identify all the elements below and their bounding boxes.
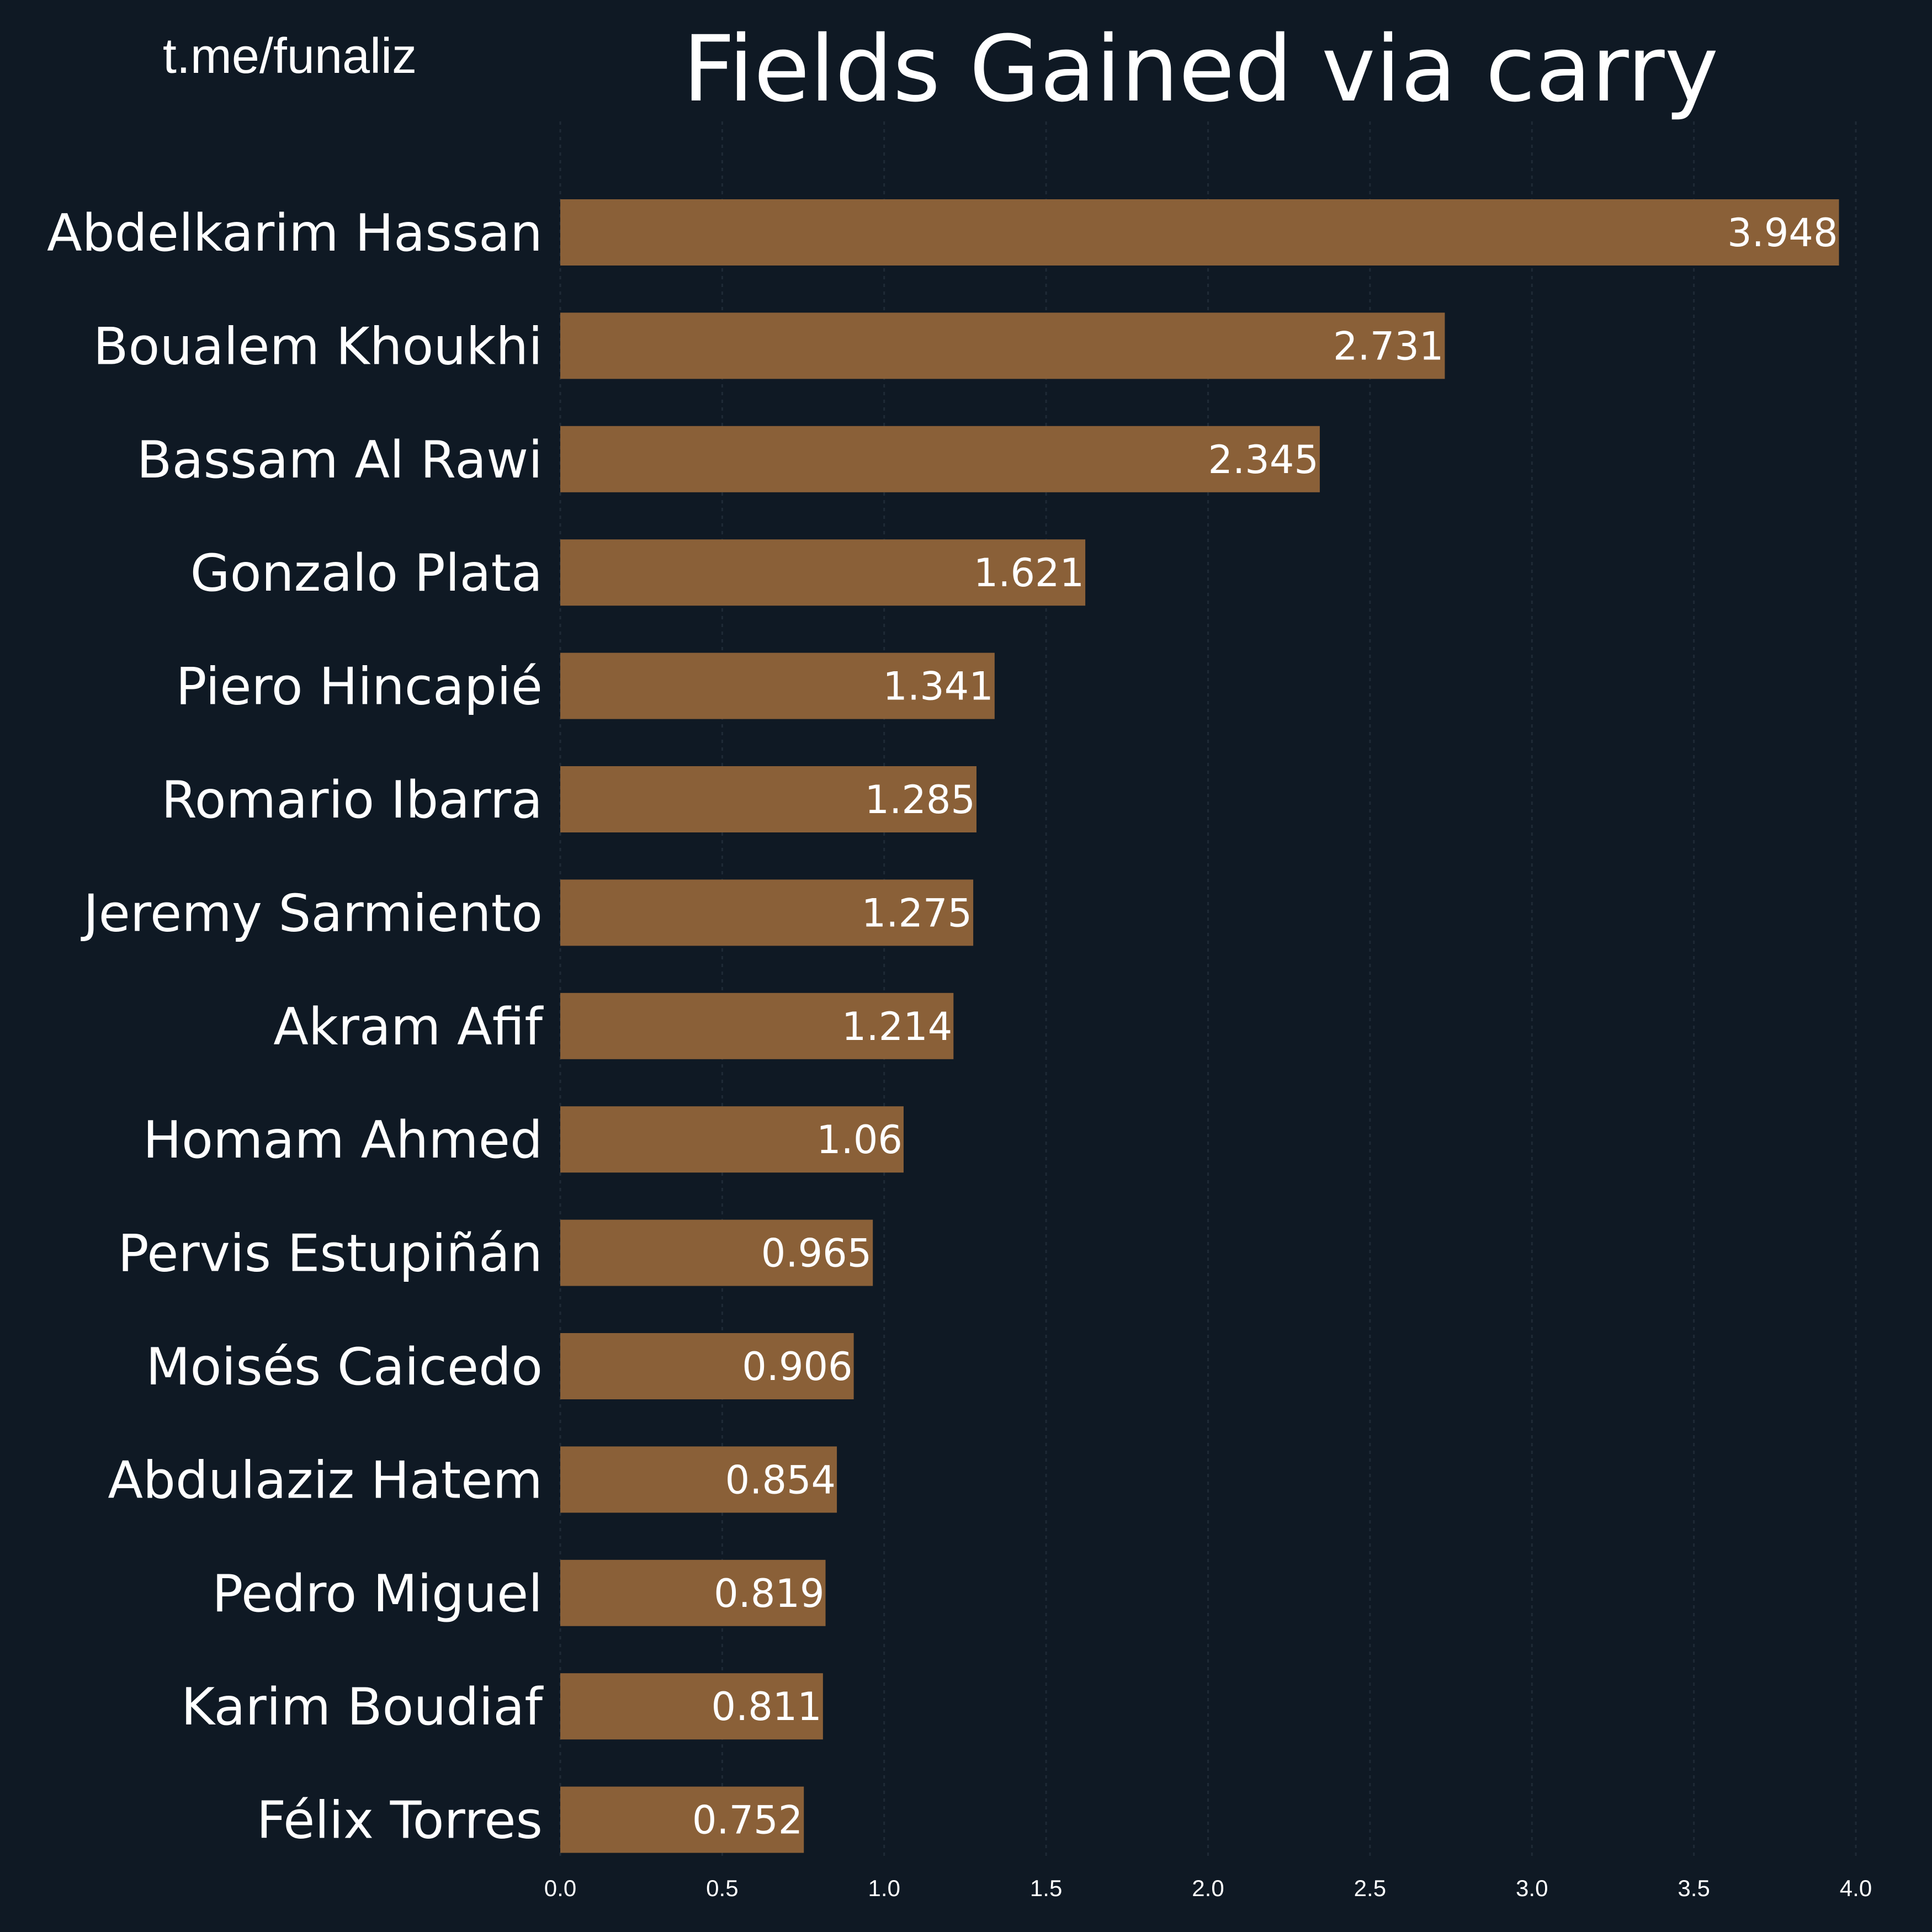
data-label: 1.275: [862, 890, 972, 936]
category-label: Abdelkarim Hassan: [47, 203, 543, 263]
bar: [560, 879, 974, 946]
data-label: 3.948: [1727, 210, 1838, 256]
bar: [560, 1219, 873, 1286]
category-label: Bassam Al Rawi: [137, 430, 543, 490]
bar: [560, 1786, 804, 1853]
bar: [560, 426, 1320, 492]
data-label: 1.214: [842, 1004, 952, 1049]
data-label: 1.06: [816, 1117, 903, 1163]
bar: [560, 1106, 904, 1173]
bars-layer: [560, 199, 1839, 1853]
category-label: Boualem Khoukhi: [93, 316, 543, 376]
x-tick-label: 0.5: [706, 1875, 738, 1901]
x-tick-label: 2.5: [1354, 1875, 1386, 1901]
x-tick-label: 2.0: [1192, 1875, 1224, 1901]
data-label: 2.731: [1333, 323, 1443, 369]
data-label: 0.819: [714, 1571, 824, 1616]
x-tick-label: 3.5: [1678, 1875, 1710, 1901]
data-label: 0.854: [725, 1457, 836, 1503]
data-label: 0.965: [761, 1231, 872, 1276]
category-label: Jeremy Sarmiento: [81, 883, 543, 943]
bar: [560, 992, 954, 1059]
data-label: 1.341: [883, 664, 993, 709]
value-labels-layer: 3.948 2.731 2.345 1.621 1.341 1.285 1.275 1.214…: [692, 210, 1838, 1843]
category-label: Pervis Estupiñán: [118, 1224, 543, 1283]
watermark: t.me/funaliz: [163, 29, 417, 84]
category-label: Félix Torres: [257, 1791, 543, 1850]
bar: [560, 539, 1086, 606]
bar: [560, 766, 976, 832]
category-label: Abdulaziz Hatem: [108, 1450, 543, 1510]
bar: [560, 1446, 837, 1513]
category-label: Homam Ahmed: [143, 1110, 543, 1170]
bar: [560, 1333, 854, 1399]
category-labels-layer: Abdelkarim Hassan Boualem Khoukhi Bassam A…: [47, 203, 544, 1850]
data-label: 2.345: [1208, 437, 1319, 482]
category-label: Romario Ibarra: [161, 770, 543, 830]
category-label: Gonzalo Plata: [190, 543, 543, 603]
data-label: 1.621: [974, 550, 1084, 596]
category-label: Akram Afif: [273, 997, 544, 1057]
bar: [560, 652, 995, 719]
x-tick-label: 3.0: [1516, 1875, 1548, 1901]
x-tick-label: 0.0: [544, 1875, 576, 1901]
x-tick-label: 1.5: [1030, 1875, 1062, 1901]
bar: [560, 1559, 826, 1626]
bar: [560, 199, 1839, 266]
data-label: 0.811: [711, 1684, 821, 1729]
bar: [560, 1673, 823, 1740]
bar: [560, 312, 1445, 379]
category-label: Pedro Miguel: [212, 1564, 543, 1623]
data-label: 0.906: [742, 1344, 852, 1389]
category-label: Karim Boudiaf: [181, 1677, 544, 1737]
chart-title: Fields Gained via carry: [683, 16, 1719, 122]
data-label: 0.752: [692, 1798, 803, 1843]
category-label: Moisés Caicedo: [146, 1337, 543, 1397]
data-label: 1.285: [865, 777, 975, 822]
x-tick-label: 1.0: [868, 1875, 900, 1901]
x-tick-label: 4.0: [1840, 1875, 1872, 1901]
x-axis-ticks-layer: 0.0 0.5 1.0 1.5 2.0 2.5 3.0 3.5 4.0: [544, 1875, 1872, 1901]
category-label: Piero Hincapié: [176, 657, 543, 716]
